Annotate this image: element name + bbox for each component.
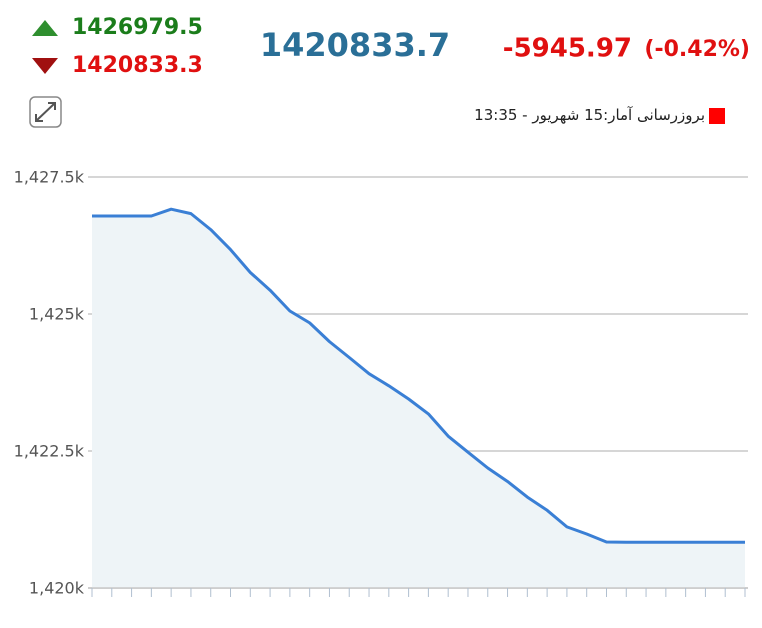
high-value: 1426979.5 bbox=[72, 15, 203, 40]
legend-marker bbox=[709, 108, 725, 124]
y-tick-label: 1,427.5k bbox=[14, 168, 85, 187]
y-tick-label: 1,425k bbox=[29, 305, 85, 324]
down-arrow bbox=[32, 58, 58, 74]
y-tick-label: 1,422.5k bbox=[14, 442, 85, 461]
legend: بروزرسانی آمار:15 شهریور - 13:35 bbox=[474, 106, 705, 124]
change-value: -5945.97 bbox=[503, 34, 632, 64]
area bbox=[92, 209, 745, 588]
y-tick-label: 1,420k bbox=[29, 579, 85, 598]
legend-label: بروزرسانی آمار:15 شهریور - 13:35 bbox=[474, 106, 705, 124]
up-arrow bbox=[32, 20, 58, 36]
last-value: 1420833.7 bbox=[260, 26, 450, 64]
change-percent: (-0.42%) bbox=[644, 37, 750, 62]
line bbox=[92, 207, 745, 544]
low-value: 1420833.3 bbox=[72, 53, 203, 78]
expand-button[interactable] bbox=[29, 96, 62, 128]
